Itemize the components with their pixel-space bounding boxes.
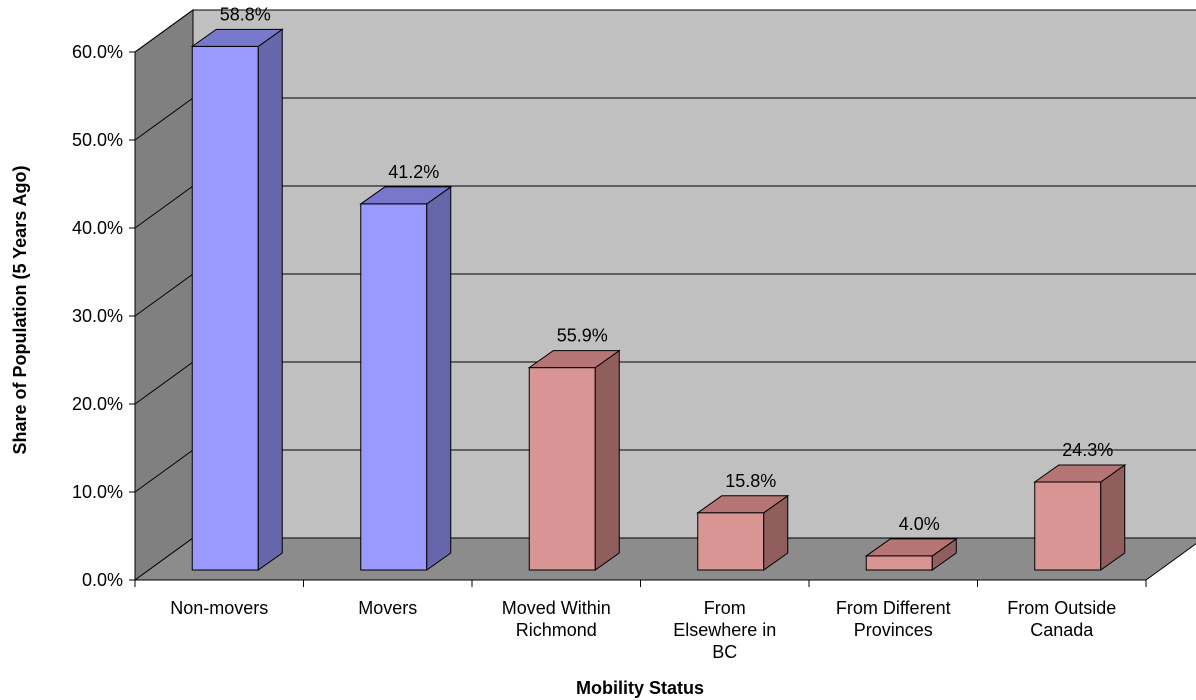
- x-category-label-line: BC: [712, 642, 737, 662]
- bar-top: [190, 28, 284, 47]
- x-category-label: Moved Within Richmond: [502, 598, 611, 640]
- x-category-label: Movers: [358, 598, 417, 618]
- gridline-side: [134, 449, 194, 493]
- x-category-label-line: Elsewhere in: [673, 620, 776, 640]
- bar: [696, 494, 790, 571]
- data-label: 24.3%: [1062, 440, 1113, 460]
- gridline-side: [134, 185, 194, 229]
- bar-top: [527, 350, 621, 369]
- data-label: 58.8%: [220, 4, 271, 24]
- gridline-side: [134, 273, 194, 317]
- x-category-label-line: Provinces: [854, 620, 933, 640]
- y-tick-label: 30.0%: [72, 306, 123, 326]
- x-category-label: From Different Provinces: [836, 598, 951, 640]
- gridline-side: [134, 361, 194, 405]
- bar-front: [865, 555, 933, 571]
- y-tick-label: 40.0%: [72, 218, 123, 238]
- bar-side: [257, 28, 283, 571]
- x-category-label-line: From: [704, 598, 746, 618]
- bar-front: [528, 367, 596, 571]
- bar: [527, 349, 621, 571]
- bar-front: [1034, 481, 1102, 571]
- bar-top: [359, 186, 453, 205]
- x-category-labels: Non-movers Movers Moved Within Richmond From…: [170, 598, 1116, 662]
- x-category-label: Non-movers: [170, 598, 268, 618]
- y-tick-label: 10.0%: [72, 482, 123, 502]
- bar-side: [426, 185, 452, 571]
- x-category-label: From Elsewhere in BC: [673, 598, 776, 662]
- bar-top: [1033, 464, 1127, 483]
- bar-front: [697, 512, 765, 571]
- bar: [1033, 464, 1127, 571]
- bar-side: [594, 349, 620, 571]
- bar-front: [191, 45, 259, 571]
- axes: [129, 51, 1147, 587]
- data-label: 4.0%: [899, 514, 940, 534]
- y-tick-label: 0.0%: [82, 570, 123, 590]
- bar: [359, 185, 453, 571]
- bar-side: [1100, 464, 1126, 571]
- x-category-label-line: Moved Within: [502, 598, 611, 618]
- data-label: 41.2%: [388, 162, 439, 182]
- bar-top: [696, 495, 790, 514]
- x-category-label: From Outside Canada: [1007, 598, 1116, 640]
- bar-front: [360, 203, 428, 571]
- gridline-side: [134, 97, 194, 141]
- x-category-label-line: From Outside: [1007, 598, 1116, 618]
- x-category-label-line: Canada: [1030, 620, 1094, 640]
- y-tick-label: 50.0%: [72, 130, 123, 150]
- y-axis-title: Share of Population (5 Years Ago): [10, 165, 30, 454]
- bar-top: [864, 538, 958, 557]
- y-tick-labels: 0.0% 10.0% 20.0% 30.0% 40.0% 50.0% 60.0%: [72, 42, 123, 590]
- x-category-label-line: Movers: [358, 598, 417, 618]
- x-category-label-line: From Different: [836, 598, 951, 618]
- x-category-label-line: Non-movers: [170, 598, 268, 618]
- x-axis-title: Mobility Status: [576, 678, 704, 698]
- bar: [864, 537, 958, 571]
- x-category-label-line: Richmond: [516, 620, 597, 640]
- bars: [190, 28, 1127, 571]
- y-tick-label: 20.0%: [72, 394, 123, 414]
- data-label: 15.8%: [725, 471, 776, 491]
- data-labels: 58.8% 41.2% 55.9% 15.8% 4.0% 24.3%: [220, 4, 1114, 534]
- bar: [190, 28, 284, 571]
- gridline-side: [134, 9, 194, 53]
- data-label: 55.9%: [557, 326, 608, 346]
- y-tick-label: 60.0%: [72, 42, 123, 62]
